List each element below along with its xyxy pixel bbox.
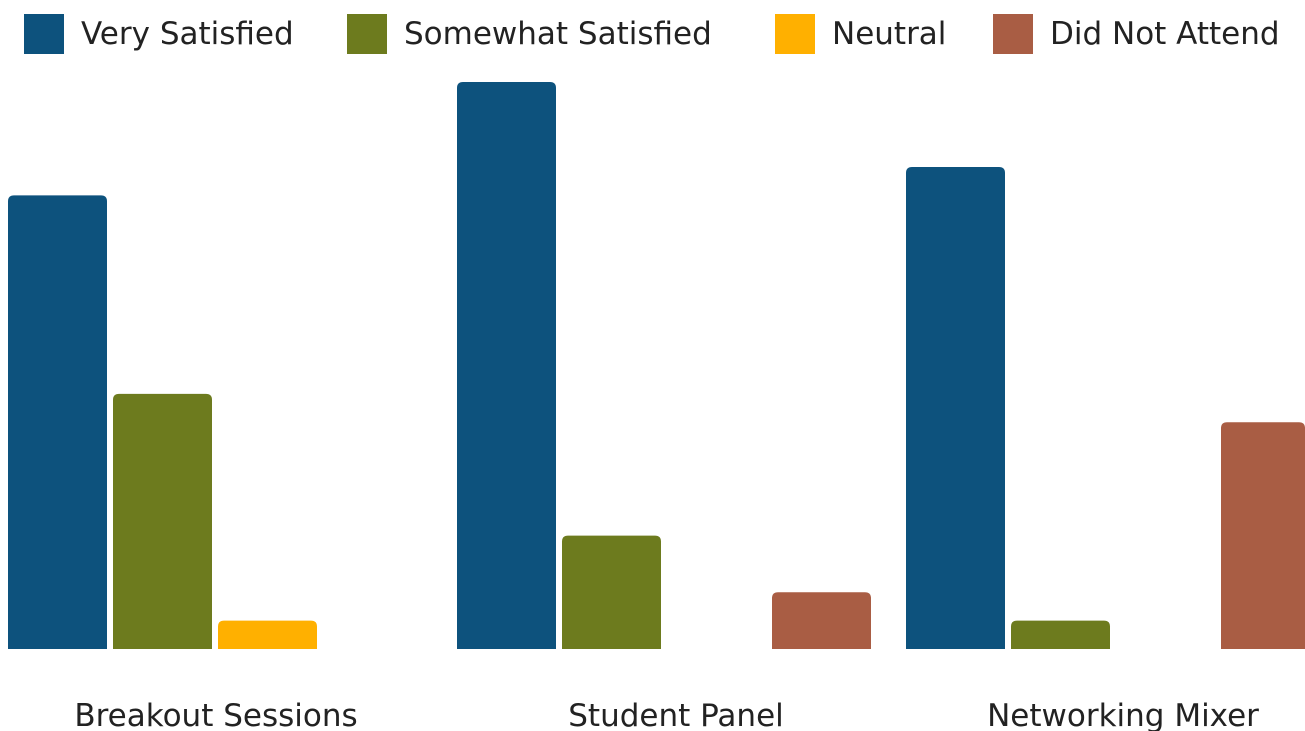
bar-student-panel-somewhat-satisfied (562, 535, 661, 649)
legend-label-neutral: Neutral (832, 16, 946, 52)
legend-swatch-somewhat-satisfied (347, 14, 387, 54)
bar-networking-mixer-did-not-attend (1221, 422, 1305, 649)
category-label-breakout-sessions: Breakout Sessions (74, 698, 357, 731)
bars-group (8, 82, 1305, 650)
category-labels: Breakout Sessions Student Panel Networking… (74, 698, 1259, 731)
legend-label-somewhat-satisfied: Somewhat Satisfied (404, 16, 712, 52)
category-label-networking-mixer: Networking Mixer (987, 698, 1259, 731)
bar-breakout-sessions-neutral (218, 620, 317, 649)
bar-student-panel-very-satisfied (457, 82, 556, 649)
legend-swatch-did-not-attend (993, 14, 1033, 54)
bar-breakout-sessions-very-satisfied (8, 195, 107, 649)
legend: Very Satisfied Somewhat Satisfied Neutral D… (24, 14, 1280, 54)
bar-student-panel-did-not-attend (772, 592, 871, 649)
legend-swatch-neutral (775, 14, 815, 54)
category-label-student-panel: Student Panel (568, 698, 784, 731)
bar-breakout-sessions-somewhat-satisfied (113, 393, 212, 649)
legend-label-did-not-attend: Did Not Attend (1050, 16, 1280, 52)
bar-networking-mixer-somewhat-satisfied (1011, 620, 1110, 649)
legend-label-very-satisfied: Very Satisfied (81, 16, 294, 52)
legend-swatch-very-satisfied (24, 14, 64, 54)
bar-networking-mixer-very-satisfied (906, 167, 1005, 650)
